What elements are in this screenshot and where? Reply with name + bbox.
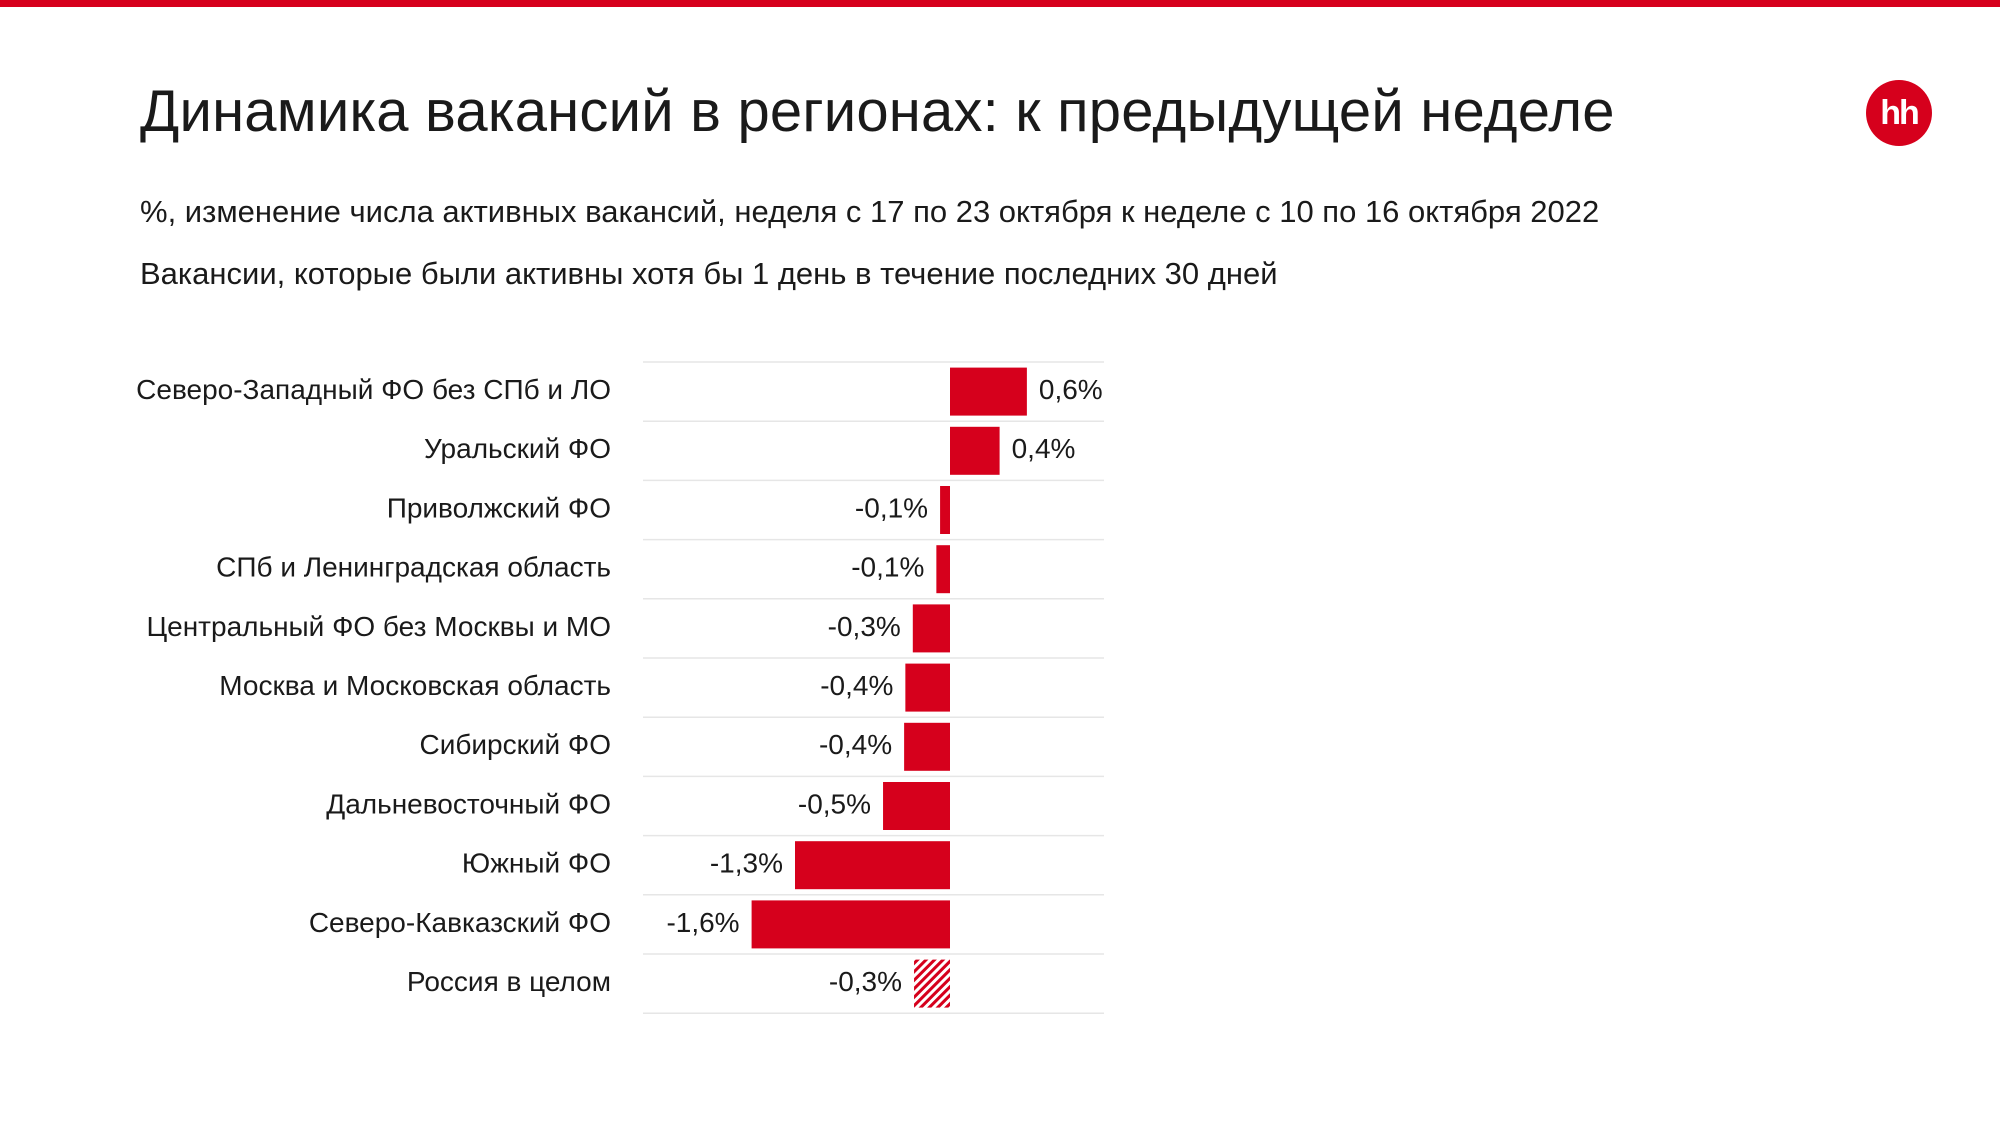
- data-label: -1,3%: [710, 848, 783, 879]
- top-accent-bar: [0, 0, 2000, 7]
- category-label: Дальневосточный ФО: [326, 788, 611, 819]
- data-label: -0,1%: [855, 492, 928, 523]
- bar: [950, 367, 1027, 416]
- category-label: Северо-Кавказский ФО: [309, 907, 611, 938]
- bar: [914, 959, 950, 1008]
- category-label: Москва и Московская область: [219, 670, 611, 701]
- data-label: -0,3%: [829, 966, 902, 997]
- bar: [940, 486, 950, 534]
- chart-note: Вакансии, которые были активны хотя бы 1…: [140, 256, 1278, 291]
- category-label: Центральный ФО без Москвы и МО: [146, 611, 611, 642]
- category-label: Сибирский ФО: [420, 729, 612, 760]
- data-label: 0,6%: [1039, 374, 1103, 405]
- data-label: -1,6%: [666, 907, 739, 938]
- data-label: -0,1%: [851, 552, 924, 583]
- category-label: СПб и Ленинградская область: [216, 552, 611, 583]
- data-label: -0,4%: [819, 729, 892, 760]
- bar: [936, 545, 950, 594]
- data-label: -0,5%: [798, 788, 871, 819]
- bar: [751, 900, 950, 949]
- bar: [905, 663, 950, 712]
- data-label: -0,4%: [820, 670, 893, 701]
- category-label: Северо-Западный ФО без СПб и ЛО: [136, 374, 611, 405]
- page-title: Динамика вакансий в регионах: к предыдущ…: [140, 79, 1615, 144]
- hh-logo: hh: [1866, 80, 1932, 146]
- category-label: Россия в целом: [407, 966, 611, 997]
- category-label: Приволжский ФО: [387, 492, 611, 523]
- bar: [950, 426, 1000, 475]
- bar: [912, 604, 950, 653]
- chart-subtitle: %, изменение числа активных вакансий, не…: [140, 194, 1600, 229]
- data-label: 0,4%: [1012, 433, 1076, 464]
- bar: [795, 841, 950, 890]
- category-label: Уральский ФО: [424, 433, 611, 464]
- category-label: Южный ФО: [462, 848, 611, 879]
- bar: [904, 722, 950, 771]
- bar: [883, 782, 950, 830]
- data-label: -0,3%: [828, 611, 901, 642]
